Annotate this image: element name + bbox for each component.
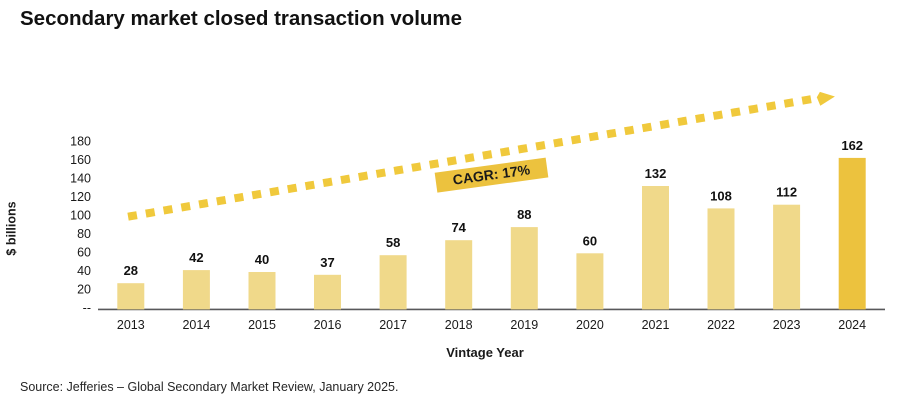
svg-text:2022: 2022 — [707, 318, 735, 332]
svg-text:160: 160 — [70, 153, 91, 167]
svg-text:88: 88 — [517, 207, 531, 222]
svg-text:2017: 2017 — [379, 318, 407, 332]
svg-text:58: 58 — [386, 235, 400, 250]
svg-text:112: 112 — [776, 185, 797, 200]
svg-text:60: 60 — [77, 246, 91, 260]
svg-text:2020: 2020 — [576, 318, 604, 332]
svg-text:2013: 2013 — [117, 318, 145, 332]
svg-text:37: 37 — [320, 255, 334, 270]
svg-text:108: 108 — [710, 188, 732, 203]
svg-text:40: 40 — [255, 252, 269, 267]
svg-text:60: 60 — [583, 233, 597, 248]
svg-text:2021: 2021 — [642, 318, 670, 332]
svg-text:$ billions: $ billions — [5, 201, 19, 255]
svg-text:74: 74 — [451, 220, 466, 235]
svg-text:28: 28 — [124, 263, 138, 278]
svg-text:2016: 2016 — [314, 318, 342, 332]
svg-text:2024: 2024 — [838, 318, 866, 332]
svg-text:2023: 2023 — [773, 318, 801, 332]
svg-text:42: 42 — [189, 250, 203, 265]
svg-text:2015: 2015 — [248, 318, 276, 332]
svg-text:2014: 2014 — [182, 318, 210, 332]
svg-text:2019: 2019 — [510, 318, 538, 332]
svg-text:80: 80 — [77, 227, 91, 241]
svg-text:--: -- — [83, 301, 91, 315]
svg-text:100: 100 — [70, 209, 91, 223]
svg-text:132: 132 — [645, 166, 667, 181]
svg-text:20: 20 — [77, 283, 91, 297]
svg-text:40: 40 — [77, 264, 91, 278]
svg-text:162: 162 — [841, 138, 863, 153]
svg-text:Vintage Year: Vintage Year — [446, 345, 524, 360]
svg-text:120: 120 — [70, 190, 91, 204]
svg-text:140: 140 — [70, 172, 91, 186]
svg-text:180: 180 — [70, 135, 91, 149]
svg-text:2018: 2018 — [445, 318, 473, 332]
